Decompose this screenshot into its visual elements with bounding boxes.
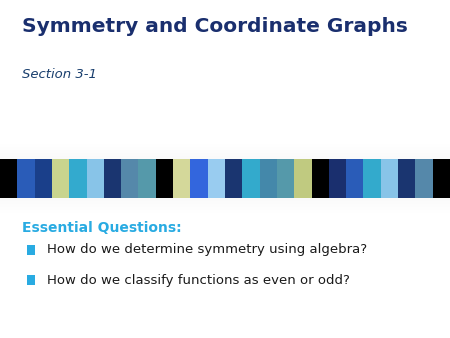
Bar (0, 148, 450, 149)
Bar (0, 159, 17, 198)
Bar (35, 159, 52, 198)
Text: Essential Questions:: Essential Questions: (22, 221, 182, 235)
Bar (0, 152, 450, 153)
Bar (0, 212, 450, 213)
Text: How do we classify functions as even or odd?: How do we classify functions as even or … (47, 274, 350, 287)
Bar (260, 159, 277, 198)
Bar (0, 209, 450, 210)
Bar (208, 159, 225, 198)
Bar (0, 150, 450, 151)
Bar (0, 145, 450, 146)
Bar (225, 159, 242, 198)
Bar (0, 144, 450, 145)
Bar (0, 157, 450, 158)
Text: How do we determine symmetry using algebra?: How do we determine symmetry using algeb… (47, 243, 367, 256)
Bar (0, 198, 450, 199)
Bar (121, 159, 139, 198)
Bar (190, 159, 208, 198)
Bar (311, 159, 329, 198)
Text: Symmetry and Coordinate Graphs: Symmetry and Coordinate Graphs (22, 17, 409, 36)
Bar (0, 154, 450, 155)
Bar (277, 159, 294, 198)
Bar (242, 159, 260, 198)
Bar (0, 158, 450, 159)
Bar (0, 205, 450, 206)
Bar (346, 159, 364, 198)
Bar (0, 156, 450, 157)
Bar (52, 159, 69, 198)
Bar (69, 159, 86, 198)
Bar (0, 204, 450, 205)
Bar (0, 153, 450, 154)
Bar (156, 159, 173, 198)
Bar (0, 200, 450, 201)
Bar (0, 201, 450, 202)
Bar (0, 146, 450, 147)
Bar (27, 275, 35, 285)
Bar (27, 245, 35, 255)
Bar (139, 159, 156, 198)
Bar (0, 208, 450, 209)
Bar (381, 159, 398, 198)
Bar (0, 203, 450, 204)
Bar (86, 159, 104, 198)
Text: Section 3-1: Section 3-1 (22, 68, 97, 80)
Bar (398, 159, 415, 198)
Bar (104, 159, 121, 198)
Bar (0, 199, 450, 200)
Bar (0, 202, 450, 203)
Bar (173, 159, 190, 198)
Bar (329, 159, 346, 198)
Bar (0, 151, 450, 152)
Bar (0, 207, 450, 208)
Bar (0, 155, 450, 156)
Bar (0, 149, 450, 150)
Bar (0, 211, 450, 212)
Bar (0, 147, 450, 148)
Bar (17, 159, 35, 198)
Bar (433, 159, 450, 198)
Bar (0, 206, 450, 207)
Bar (294, 159, 311, 198)
Bar (364, 159, 381, 198)
Bar (0, 210, 450, 211)
Bar (415, 159, 433, 198)
